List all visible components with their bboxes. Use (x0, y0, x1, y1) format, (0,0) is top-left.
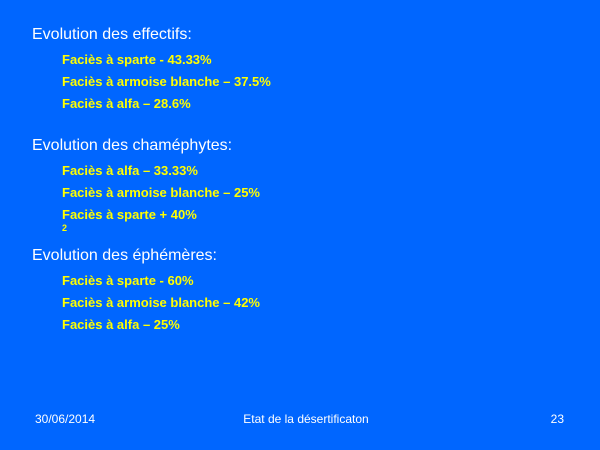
list-item: Faciès à sparte - 60% (62, 273, 194, 288)
section-ephemeres: Evolution des éphémères: Faciès à sparte… (32, 246, 260, 336)
list-item: Faciès à armoise blanche – 37.5% (62, 74, 271, 89)
section-heading: Evolution des chaméphytes: (32, 137, 233, 154)
section-effectifs: Evolution des effectifs: Faciès à sparte… (32, 25, 271, 115)
item-list: Faciès à alfa – 33.33% Faciès à armoise … (32, 160, 260, 226)
list-item: Faciès à armoise blanche – 42% (62, 295, 260, 310)
footer-title: Etat de la désertificaton (243, 412, 369, 426)
section-heading: Evolution des éphémères: (32, 247, 217, 264)
list-item: Faciès à sparte + 40% (62, 207, 197, 222)
footer-date: 30/06/2014 (35, 412, 96, 426)
list-item: Faciès à alfa – 28.6% (62, 96, 191, 111)
item-list: Faciès à sparte - 60% Faciès à armoise b… (32, 270, 260, 336)
section-chamephytes: Evolution des chaméphytes: Faciès à alfa… (32, 136, 260, 226)
list-item: Faciès à alfa – 25% (62, 317, 180, 332)
section-heading: Evolution des effectifs: (32, 26, 192, 43)
list-item: Faciès à sparte - 43.33% (62, 52, 212, 67)
page-number: 23 (550, 412, 564, 426)
list-item: Faciès à armoise blanche – 25% (62, 185, 260, 200)
list-item: Faciès à alfa – 33.33% (62, 163, 198, 178)
item-list: Faciès à sparte - 43.33% Faciès à armois… (32, 49, 271, 115)
stray-mark: 2 (62, 223, 68, 233)
